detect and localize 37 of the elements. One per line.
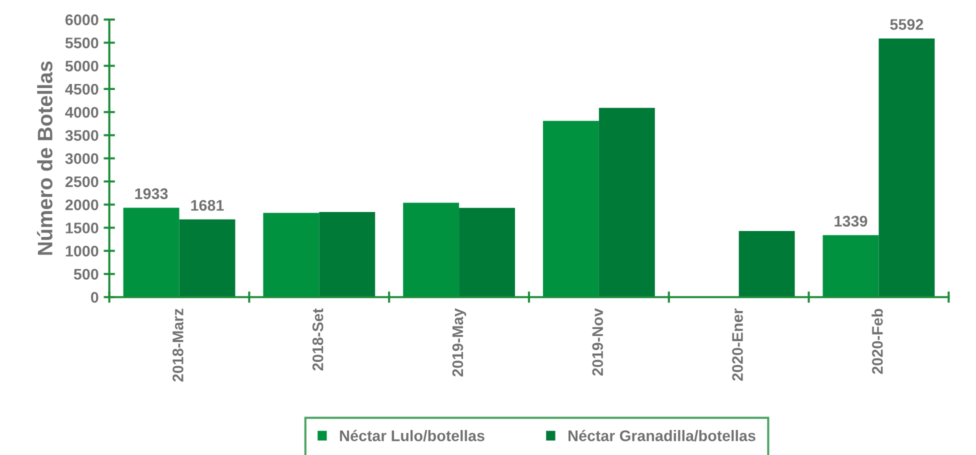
x-tick-label: 2020-Feb [872, 308, 883, 374]
bar [123, 208, 180, 298]
y-tick-label: 3000 [65, 153, 98, 164]
bar [179, 219, 236, 298]
x-tick-label: 2019-May [452, 308, 466, 376]
bar [459, 208, 516, 298]
y-tick-label: 4500 [65, 84, 98, 95]
y-tick-label: 6000 [65, 14, 98, 26]
y-tick-label: 0 [91, 292, 98, 303]
data-label: 1933 [135, 188, 168, 200]
y-tick-label: 2500 [65, 176, 98, 188]
bar [319, 212, 376, 298]
data-label: 1681 [191, 200, 224, 211]
y-axis-title: Número de Botellas [36, 61, 52, 255]
y-tick-label: 1000 [66, 246, 98, 257]
x-tick-label: 2019-Nov [592, 308, 604, 376]
x-tick-label: 2018-Set [312, 308, 324, 371]
x-tick-label: 2018-Marz [172, 308, 184, 382]
bar [598, 108, 655, 298]
bar [878, 38, 935, 298]
legend-label: Néctar Granadilla/botellas [568, 430, 756, 442]
y-tick-label: 5500 [65, 38, 98, 48]
x-tick-label: 2020-Ener [732, 308, 743, 381]
bar [263, 212, 320, 298]
y-tick-label: 2000 [65, 199, 98, 210]
y-tick-label: 5000 [65, 60, 98, 72]
y-tick-label: 4000 [65, 106, 98, 118]
data-label: 5592 [890, 19, 924, 30]
legend-label: Néctar Lulo/botellas [340, 430, 484, 442]
data-label: 1339 [834, 216, 868, 227]
bar [403, 202, 460, 298]
bar [542, 120, 599, 298]
y-tick-label: 500 [74, 268, 98, 280]
bar [738, 230, 795, 298]
y-tick-label: 1500 [66, 222, 98, 234]
y-tick-label: 3500 [65, 130, 98, 141]
bar [822, 235, 879, 298]
